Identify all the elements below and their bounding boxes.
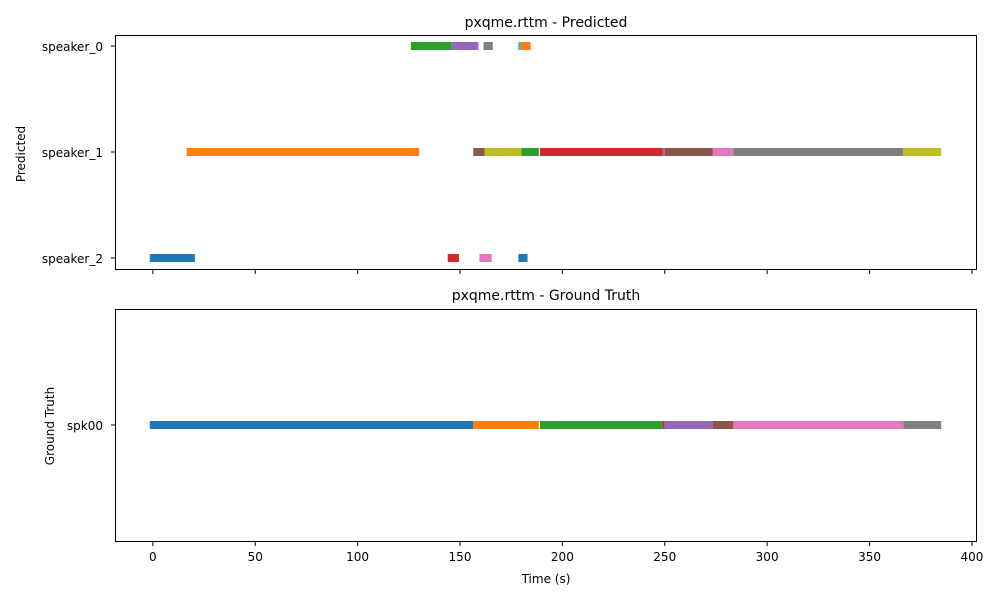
predicted-segment-speaker_2-11 xyxy=(518,254,528,262)
predicted-ylabel: Predicted xyxy=(14,126,28,182)
predicted-segment-speaker_2-3 xyxy=(447,254,459,262)
predicted-segment-speaker_0-10 xyxy=(518,42,521,50)
ground-truth-plot-frame xyxy=(115,309,977,542)
ytick-label-spk00: spk00 xyxy=(67,419,103,433)
ytick-label-speaker-2: speaker_2 xyxy=(42,252,103,266)
ground-truth-xtick-labels: 0 50 100 150 200 250 300 350 400 xyxy=(149,550,983,564)
predicted-segment-speaker_1-14 xyxy=(662,148,665,156)
ground-truth-segment-spk00-1 xyxy=(473,421,539,429)
ground-truth-segment-spk00-2 xyxy=(539,421,663,429)
predicted-title: pxqme.rttm - Predicted xyxy=(465,15,628,31)
predicted-segment-speaker_2-0 xyxy=(149,254,195,262)
ground-truth-segment-spk00-5 xyxy=(712,421,734,429)
ytick-label-speaker-0: speaker_0 xyxy=(42,40,103,54)
predicted-segment-speaker_1-8 xyxy=(484,148,522,156)
ytick-label-speaker-1: speaker_1 xyxy=(42,146,103,160)
predicted-segment-speaker_0-2 xyxy=(410,42,452,50)
predicted-segment-speaker_1-18 xyxy=(903,148,942,156)
ground-truth-xtick-marks xyxy=(152,542,973,546)
ground-truth-segments xyxy=(149,421,942,429)
predicted-segment-speaker_2-6 xyxy=(479,254,492,262)
xtick-label-400: 400 xyxy=(960,550,983,564)
predicted-ytick-labels: speaker_0 speaker_1 speaker_2 xyxy=(42,40,103,266)
predicted-xtick-marks xyxy=(152,270,973,274)
predicted-ytick-marks xyxy=(111,45,115,259)
predicted-segment-speaker_1-1 xyxy=(186,148,420,156)
ground-truth-segment-spk00-7 xyxy=(903,421,942,429)
ground-truth-segment-spk00-4 xyxy=(664,421,713,429)
xtick-label-150: 150 xyxy=(449,550,472,564)
predicted-segment-speaker_0-4 xyxy=(451,42,479,50)
ground-truth-ylabel: Ground Truth xyxy=(43,387,57,465)
xtick-label-100: 100 xyxy=(346,550,369,564)
xtick-label-300: 300 xyxy=(756,550,779,564)
ground-truth-segment-spk00-3 xyxy=(662,421,665,429)
ground-truth-segment-spk00-6 xyxy=(733,421,904,429)
predicted-segment-speaker_1-17 xyxy=(733,148,904,156)
predicted-segment-speaker_0-7 xyxy=(483,42,493,50)
xtick-label-200: 200 xyxy=(551,550,574,564)
xtick-label-350: 350 xyxy=(858,550,881,564)
predicted-plot-frame xyxy=(115,35,977,270)
predicted-segments xyxy=(149,42,942,262)
predicted-segment-speaker_0-12 xyxy=(520,42,531,50)
ground-truth-segment-spk00-0 xyxy=(149,421,474,429)
xtick-label-0: 0 xyxy=(149,550,157,564)
x-axis-label: Time (s) xyxy=(521,572,571,586)
predicted-panel: pxqme.rttm - Predicted Predicted speaker… xyxy=(14,15,977,274)
predicted-segment-speaker_1-16 xyxy=(712,148,734,156)
predicted-segment-speaker_1-5 xyxy=(473,148,485,156)
xtick-label-250: 250 xyxy=(653,550,676,564)
predicted-segment-speaker_1-9 xyxy=(521,148,539,156)
xtick-label-50: 50 xyxy=(248,550,263,564)
ground-truth-panel: pxqme.rttm - Ground Truth Ground Truth s… xyxy=(43,288,983,586)
predicted-segment-speaker_1-13 xyxy=(539,148,663,156)
predicted-segment-speaker_1-15 xyxy=(664,148,713,156)
ground-truth-title: pxqme.rttm - Ground Truth xyxy=(452,288,641,304)
